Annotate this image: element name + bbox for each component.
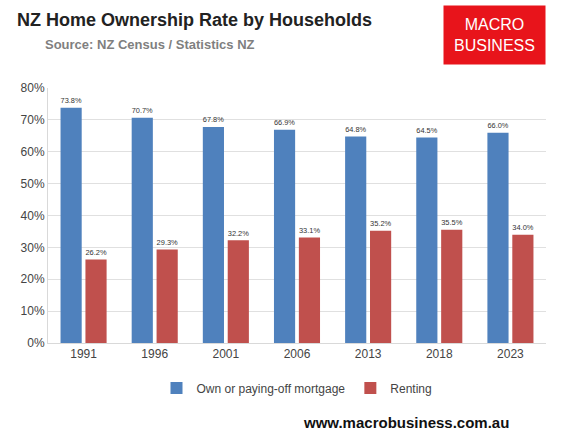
svg-text:26.2%: 26.2%	[85, 248, 106, 257]
svg-text:32.2%: 32.2%	[228, 229, 250, 238]
svg-text:34.0%: 34.0%	[512, 223, 533, 232]
svg-text:35.2%: 35.2%	[370, 219, 392, 228]
svg-text:66.9%: 66.9%	[274, 118, 295, 127]
svg-text:64.5%: 64.5%	[416, 126, 437, 135]
svg-text:60%: 60%	[21, 145, 45, 159]
svg-text:66.0%: 66.0%	[487, 121, 508, 130]
svg-text:70.7%: 70.7%	[132, 106, 153, 115]
svg-text:64.8%: 64.8%	[345, 125, 366, 134]
svg-text:10%: 10%	[21, 304, 45, 318]
svg-text:73.8%: 73.8%	[61, 96, 82, 105]
svg-text:Renting: Renting	[390, 382, 431, 396]
svg-text:Source: NZ Census / Statistics: Source: NZ Census / Statistics NZ	[45, 37, 255, 52]
svg-text:2006: 2006	[284, 347, 311, 361]
svg-text:29.3%: 29.3%	[157, 238, 179, 247]
svg-text:20%: 20%	[21, 272, 45, 286]
svg-text:30%: 30%	[21, 241, 45, 255]
svg-text:Own or paying-off mortgage: Own or paying-off mortgage	[197, 382, 346, 396]
svg-text:2001: 2001	[213, 347, 240, 361]
svg-text:www.macrobusiness.com.au: www.macrobusiness.com.au	[303, 414, 509, 431]
svg-text:MACROBUSINESS: MACROBUSINESS	[454, 16, 535, 54]
svg-text:35.5%: 35.5%	[441, 218, 463, 227]
svg-text:1991: 1991	[70, 347, 97, 361]
svg-text:33.1%: 33.1%	[299, 226, 320, 235]
svg-text:2013: 2013	[355, 347, 382, 361]
svg-text:67.8%: 67.8%	[203, 115, 224, 124]
svg-text:70%: 70%	[21, 113, 45, 127]
svg-text:2018: 2018	[426, 347, 453, 361]
svg-text:NZ Home Ownership Rate by Hous: NZ Home Ownership Rate by Households	[17, 10, 372, 30]
svg-text:2023: 2023	[497, 347, 524, 361]
svg-text:1996: 1996	[141, 347, 168, 361]
svg-text:0%: 0%	[27, 336, 45, 350]
svg-text:50%: 50%	[21, 177, 45, 191]
svg-text:80%: 80%	[21, 81, 45, 95]
svg-text:40%: 40%	[21, 209, 45, 223]
